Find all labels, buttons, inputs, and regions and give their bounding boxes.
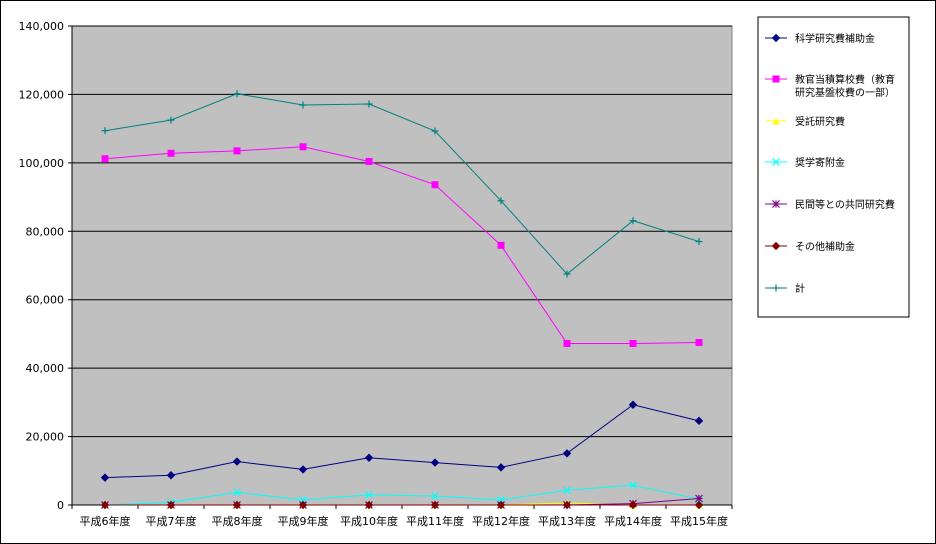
data-point	[365, 490, 373, 499]
data-point	[430, 500, 440, 510]
data-point	[628, 400, 638, 409]
legend-box	[757, 16, 910, 318]
y-tick-label: 120,000	[19, 88, 65, 101]
y-tick-label: 140,000	[19, 20, 65, 33]
x-tick-label: 平成15年度	[670, 514, 728, 528]
data-point	[694, 500, 704, 510]
series-line	[104, 484, 700, 506]
data-point	[431, 127, 439, 135]
data-point	[233, 488, 241, 497]
data-point	[298, 465, 308, 474]
x-tick-label: 平成11年度	[406, 514, 464, 528]
x-tick-label: 平成7年度	[146, 514, 197, 528]
data-point	[101, 127, 109, 135]
data-point	[167, 149, 175, 157]
data-point	[232, 457, 242, 466]
data-point	[563, 270, 571, 278]
data-point	[298, 500, 308, 510]
legend-marker	[771, 33, 781, 43]
data-point	[233, 90, 241, 98]
data-point	[364, 500, 374, 510]
data-point	[694, 416, 704, 426]
x-tick-label: 平成13年度	[538, 514, 596, 528]
data-point	[496, 500, 506, 510]
legend-label: 計	[795, 282, 805, 295]
data-point	[695, 238, 703, 246]
x-tick-label: 平成14年度	[604, 514, 662, 528]
data-point	[299, 101, 307, 109]
data-point	[497, 197, 505, 205]
x-tick-label: 平成10年度	[340, 514, 398, 528]
legend-label: 教官当積算校費（教育	[795, 73, 895, 86]
series-line	[104, 146, 700, 345]
legend-marker	[771, 241, 781, 251]
legend-label: 奨学寄附金	[795, 156, 845, 169]
y-tick-label: 20,000	[26, 431, 65, 444]
data-point	[365, 157, 373, 165]
data-point	[431, 492, 439, 501]
data-point	[101, 155, 109, 163]
x-tick-label: 平成6年度	[80, 514, 131, 528]
legend-label: 科学研究費補助金	[795, 32, 875, 45]
data-point	[563, 486, 571, 495]
data-point	[563, 340, 571, 348]
plot-area	[71, 25, 733, 506]
data-point	[496, 463, 506, 472]
y-tick-label: 80,000	[26, 225, 65, 238]
y-tick-label: 0	[57, 499, 64, 512]
data-point	[232, 500, 242, 510]
data-point	[562, 449, 572, 458]
y-tick-label: 40,000	[26, 362, 65, 375]
data-point	[497, 241, 505, 249]
series-line	[104, 93, 700, 275]
legend-label: その他補助金	[795, 240, 855, 253]
data-point	[365, 100, 373, 108]
data-point	[562, 500, 572, 510]
data-point	[364, 453, 374, 462]
series-line	[104, 404, 700, 479]
legend-marker	[772, 158, 780, 166]
data-point	[430, 458, 440, 467]
data-point	[167, 116, 175, 124]
legend-marker	[772, 117, 780, 125]
data-point	[299, 143, 307, 151]
data-point	[629, 217, 637, 225]
y-tick-label: 100,000	[19, 157, 65, 170]
y-tick-label: 60,000	[26, 294, 65, 307]
x-tick-label: 平成12年度	[472, 514, 530, 528]
data-point	[100, 500, 110, 510]
data-point	[166, 471, 176, 480]
data-point	[233, 147, 241, 155]
legend-marker	[772, 200, 780, 208]
legend-label: 受託研究費	[795, 115, 845, 128]
data-point	[629, 481, 637, 490]
data-point	[695, 338, 703, 346]
legend-label: 民間等との共同研究費	[795, 198, 895, 211]
legend-label: 研究基盤校費の一部）	[795, 86, 895, 99]
data-point	[166, 500, 176, 510]
data-point	[629, 340, 637, 348]
legend-marker	[772, 75, 780, 83]
data-point	[431, 181, 439, 189]
x-tick-label: 平成8年度	[212, 514, 263, 528]
x-tick-label: 平成9年度	[278, 514, 329, 528]
data-point	[100, 473, 110, 482]
data-point	[628, 500, 638, 510]
legend-marker	[772, 284, 780, 292]
